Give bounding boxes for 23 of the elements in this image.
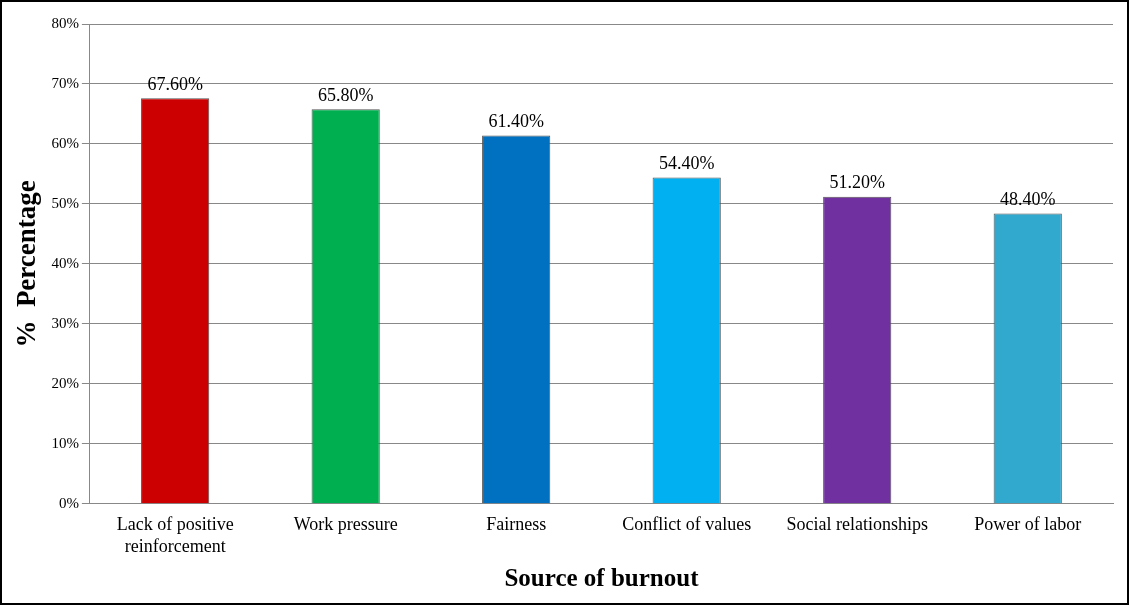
- y-tick-label: 50%: [51, 194, 79, 211]
- data-label: 51.20%: [829, 172, 885, 193]
- x-tick-label: Conflict of values: [622, 514, 752, 535]
- data-label: 48.40%: [999, 189, 1056, 210]
- data-label: 67.60%: [147, 74, 203, 95]
- x-tick-label: Fairness: [486, 514, 547, 535]
- x-tick-label: Work pressure: [293, 514, 398, 535]
- y-tick-label: 30%: [51, 314, 79, 331]
- y-tick-label: 60%: [51, 134, 79, 151]
- y-tick-label: 40%: [51, 254, 79, 271]
- x-tick-label: Social relationships: [786, 514, 928, 535]
- y-tick-label: 10%: [51, 434, 79, 451]
- y-tick-label: 70%: [51, 74, 79, 91]
- y-tick-label: 80%: [51, 14, 79, 31]
- data-label: 65.80%: [317, 84, 374, 105]
- x-axis-title: Source of burnout: [504, 564, 700, 592]
- y-axis-title: % Percentage: [11, 180, 42, 348]
- y-tick-label: 0%: [58, 494, 79, 511]
- x-tick-label: Lack of positive reinforcement: [116, 514, 234, 556]
- x-tick-label: Power of labor: [974, 514, 1082, 535]
- data-label: 54.40%: [658, 153, 715, 174]
- data-label: 61.40%: [488, 111, 544, 132]
- y-tick-label: 20%: [51, 374, 79, 391]
